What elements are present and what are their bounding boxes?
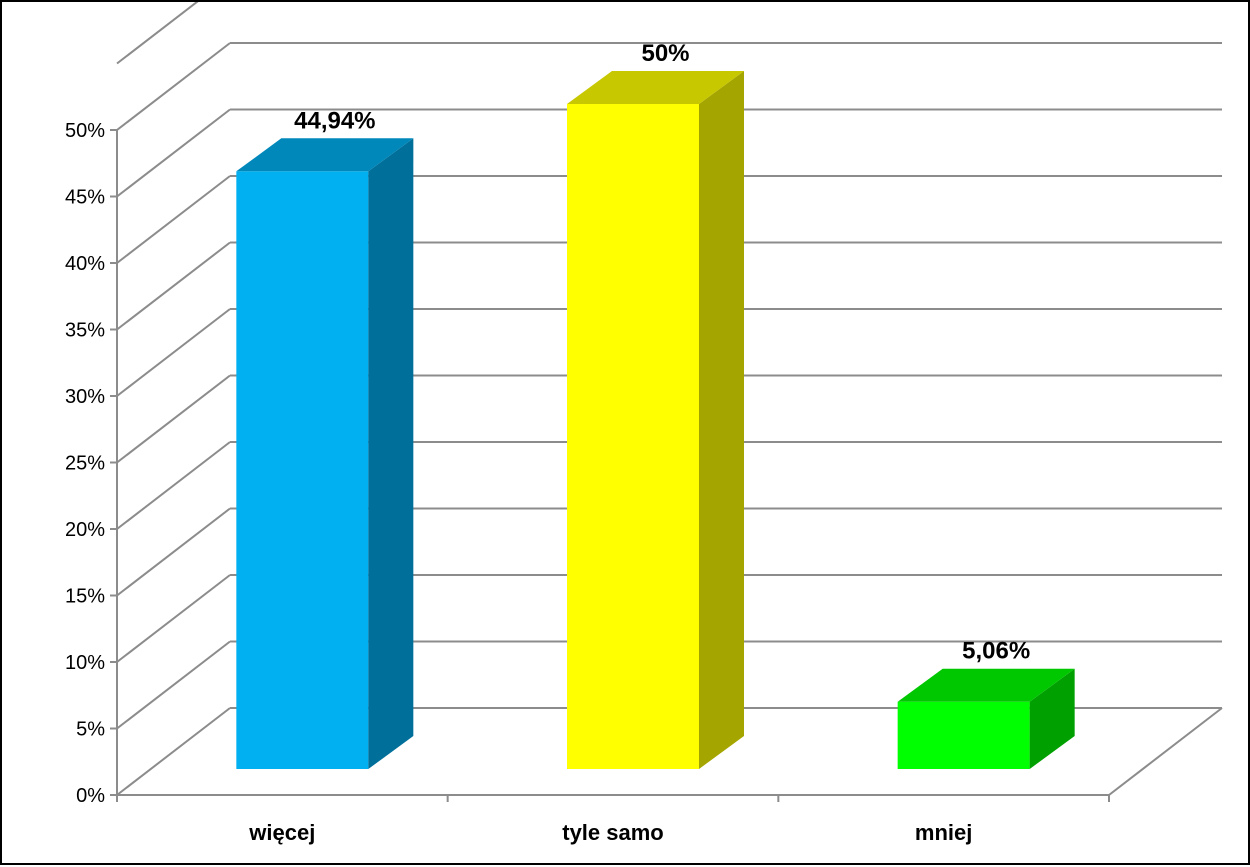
labels: 0% 5% 10% 15% 20% 25% 30% 35% 40% 45% 50% 44,94% wię… (65, 40, 1030, 845)
gridline-diagonal (116, 507, 231, 597)
y-tick-label: 25% (65, 453, 105, 475)
gridline-diagonal (116, 707, 231, 796)
bar-front (567, 104, 699, 769)
y-tick-label: 0% (76, 785, 105, 807)
bars (236, 71, 1075, 770)
y-tick-label: 45% (65, 187, 105, 209)
gridline-diagonal (116, 175, 231, 264)
bar-side (1029, 668, 1075, 769)
bar-front (236, 171, 369, 770)
gridline-diagonal (116, 241, 231, 331)
data-label: 5,06% (962, 638, 1030, 665)
gridline-diagonal (116, 640, 231, 730)
data-label: 44,94% (294, 107, 375, 134)
y-tick-label: 15% (65, 586, 105, 608)
axes (110, 129, 1110, 802)
gridline-diagonal (116, 374, 231, 464)
bar-top (897, 668, 1075, 702)
gridline-diagonal (116, 308, 231, 397)
y-tick-label: 10% (65, 652, 105, 674)
gridline-diagonal (116, 42, 231, 131)
category-label: mniej (915, 820, 972, 845)
category-label: tyle samo (562, 820, 664, 845)
bar-side (368, 138, 414, 770)
bar-top (236, 138, 414, 172)
y-tick-label: 40% (65, 253, 105, 275)
data-label: 50% (641, 40, 689, 67)
gridline-diagonal (116, 574, 231, 663)
bar-3 (897, 668, 1075, 769)
y-tick-label: 5% (76, 719, 105, 741)
category-label: więcej (248, 820, 315, 845)
y-tick-label: 20% (65, 519, 105, 541)
bar-top (567, 71, 744, 104)
bar-1 (236, 138, 414, 770)
y-tick-label: 50% (65, 120, 105, 142)
bar-2 (567, 71, 744, 769)
bar-front (897, 701, 1030, 769)
floor-edge (1108, 707, 1223, 796)
y-tick-label: 30% (65, 386, 105, 408)
y-tick-label: 35% (65, 320, 105, 342)
gridline-diagonal (116, 108, 231, 198)
gridline-diagonal (116, 441, 231, 530)
bar-side (699, 71, 744, 769)
gridline-diagonal (116, 2, 199, 65)
